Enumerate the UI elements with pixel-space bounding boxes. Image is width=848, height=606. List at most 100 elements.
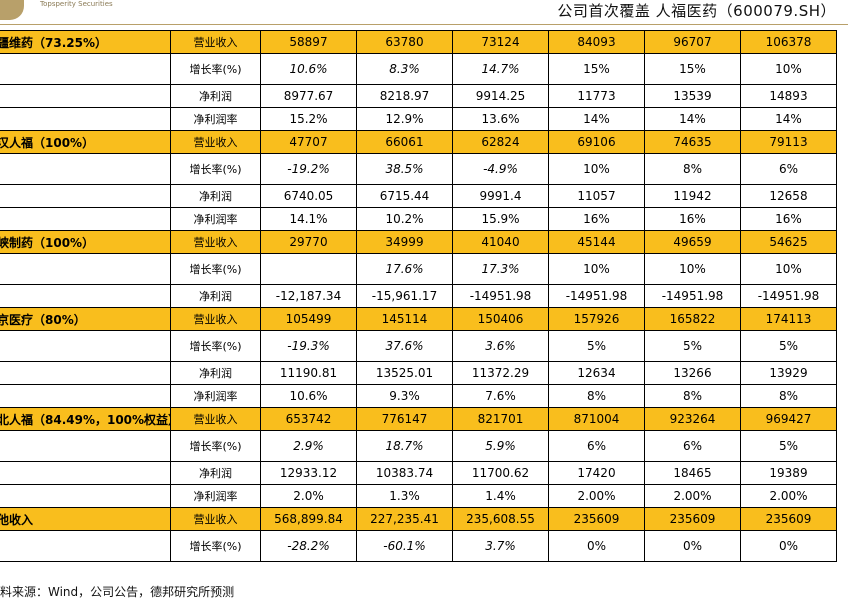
value-cell: 150406 — [452, 307, 549, 331]
value-cell: 165822 — [644, 307, 741, 331]
value-cell: 871004 — [548, 407, 645, 431]
value-cell: 8977.67 — [260, 84, 357, 108]
metric-label-cell: 净利润 — [170, 284, 261, 308]
value-cell: 29770 — [260, 230, 357, 254]
segment-name-cell — [0, 153, 171, 185]
value-cell: 15.2% — [260, 107, 357, 131]
value-cell: 3.7% — [452, 530, 549, 562]
value-cell: 8% — [644, 153, 741, 185]
metric-label-cell: 增长率(%) — [170, 153, 261, 185]
value-cell: 227,235.41 — [356, 507, 453, 531]
value-cell: 38.5% — [356, 153, 453, 185]
value-cell: -60.1% — [356, 530, 453, 562]
table-row: 增长率(%) 17.6% 17.3% 10% 10% 10% — [0, 253, 837, 285]
source-note: 料来源：Wind，公司公告，德邦研究所预测 — [0, 585, 235, 599]
value-cell: 96707 — [644, 30, 741, 54]
value-cell: 13525.01 — [356, 361, 453, 385]
segment-name-cell — [0, 207, 171, 231]
value-cell: 0% — [740, 530, 837, 562]
value-cell: 47707 — [260, 130, 357, 154]
table-row: 增长率(%) 2.9% 18.7% 5.9% 6% 6% 5% — [0, 430, 837, 462]
value-cell: 157926 — [548, 307, 645, 331]
value-cell: 12.9% — [356, 107, 453, 131]
value-cell: 105499 — [260, 307, 357, 331]
value-cell: 106378 — [740, 30, 837, 54]
segment-name-cell — [0, 384, 171, 408]
value-cell: 8218.97 — [356, 84, 453, 108]
metric-label-cell: 净利润 — [170, 84, 261, 108]
metric-label-cell: 净利润 — [170, 461, 261, 485]
value-cell: 6% — [644, 430, 741, 462]
value-cell: 10% — [740, 53, 837, 85]
value-cell: -19.2% — [260, 153, 357, 185]
value-cell: 11773 — [548, 84, 645, 108]
value-cell: 776147 — [356, 407, 453, 431]
table-row: 汉人福（100%） 营业收入 47707 66061 62824 69106 74635 79… — [0, 130, 837, 154]
metric-label-cell: 净利润率 — [170, 484, 261, 508]
value-cell: 5% — [740, 430, 837, 462]
value-cell: -14951.98 — [548, 284, 645, 308]
value-cell: 63780 — [356, 30, 453, 54]
segment-name-cell — [0, 330, 171, 362]
value-cell: 84093 — [548, 30, 645, 54]
value-cell: 14% — [644, 107, 741, 131]
value-cell: 13266 — [644, 361, 741, 385]
value-cell: 821701 — [452, 407, 549, 431]
value-cell: 13.6% — [452, 107, 549, 131]
value-cell: 923264 — [644, 407, 741, 431]
value-cell: 12658 — [740, 184, 837, 208]
value-cell: 6% — [740, 153, 837, 185]
value-cell: 9.3% — [356, 384, 453, 408]
value-cell: 8% — [548, 384, 645, 408]
value-cell: 8.3% — [356, 53, 453, 85]
page-header-title: 公司首次覆盖 人福医药（600079.SH） — [557, 2, 836, 20]
value-cell: 73124 — [452, 30, 549, 54]
metric-label-cell: 营业收入 — [170, 507, 261, 531]
value-cell: 2.0% — [260, 484, 357, 508]
value-cell: 1.4% — [452, 484, 549, 508]
value-cell: 19389 — [740, 461, 837, 485]
table-row: 净利润 -12,187.34 -15,961.17 -14951.98 -14951.9… — [0, 284, 837, 308]
table-row: 净利润率 14.1% 10.2% 15.9% 16% 16% 16% — [0, 207, 837, 231]
table-row: 净利润率 15.2% 12.9% 13.6% 14% 14% 14% — [0, 107, 837, 131]
value-cell: 5% — [644, 330, 741, 362]
value-cell: -14951.98 — [452, 284, 549, 308]
value-cell: 969427 — [740, 407, 837, 431]
segment-name-cell: 他收入 — [0, 507, 171, 531]
table-row: 疆维药（73.25%） 营业收入 58897 63780 73124 84093 96707… — [0, 30, 837, 54]
value-cell: 5% — [740, 330, 837, 362]
value-cell: 2.9% — [260, 430, 357, 462]
value-cell: 14.7% — [452, 53, 549, 85]
metric-label-cell: 净利润 — [170, 184, 261, 208]
value-cell: 79113 — [740, 130, 837, 154]
table-row: 净利润率 10.6% 9.3% 7.6% 8% 8% 8% — [0, 384, 837, 408]
value-cell: -14951.98 — [740, 284, 837, 308]
value-cell: 13539 — [644, 84, 741, 108]
value-cell: -4.9% — [452, 153, 549, 185]
header-rule — [0, 24, 848, 25]
metric-label-cell: 净利润 — [170, 361, 261, 385]
value-cell: 174113 — [740, 307, 837, 331]
value-cell: 66061 — [356, 130, 453, 154]
table-row: 增长率(%) -28.2% -60.1% 3.7% 0% 0% 0% — [0, 530, 837, 562]
value-cell: 54625 — [740, 230, 837, 254]
value-cell: 0% — [548, 530, 645, 562]
value-cell: 12634 — [548, 361, 645, 385]
value-cell: 10.6% — [260, 384, 357, 408]
value-cell: 5% — [548, 330, 645, 362]
metric-label-cell: 增长率(%) — [170, 530, 261, 562]
metric-label-cell: 净利润率 — [170, 207, 261, 231]
segment-name-cell — [0, 461, 171, 485]
value-cell: 11057 — [548, 184, 645, 208]
segment-name-cell: 疆维药（73.25%） — [0, 30, 171, 54]
value-cell: 16% — [548, 207, 645, 231]
value-cell — [260, 253, 357, 285]
table-row: 净利润 8977.67 8218.97 9914.25 11773 13539 14893 — [0, 84, 837, 108]
company-logo: Topsperity Securities — [0, 0, 180, 26]
value-cell: 5.9% — [452, 430, 549, 462]
value-cell: 17.6% — [356, 253, 453, 285]
segment-name-cell: 北人福（84.49%，100%权益） — [0, 407, 171, 431]
value-cell: -12,187.34 — [260, 284, 357, 308]
value-cell: 15.9% — [452, 207, 549, 231]
value-cell: 13929 — [740, 361, 837, 385]
